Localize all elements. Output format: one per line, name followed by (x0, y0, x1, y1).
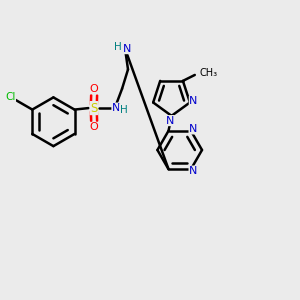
Text: N: N (189, 166, 197, 176)
Text: O: O (90, 122, 98, 132)
Text: N: N (123, 44, 131, 54)
Text: CH₃: CH₃ (199, 68, 218, 79)
Text: O: O (90, 84, 98, 94)
Text: H: H (120, 105, 128, 115)
Text: Cl: Cl (5, 92, 16, 102)
Text: N: N (189, 96, 198, 106)
Text: N: N (189, 124, 197, 134)
Text: N: N (166, 116, 174, 126)
Text: N: N (112, 103, 120, 113)
Text: S: S (90, 102, 98, 115)
Text: H: H (114, 42, 122, 52)
